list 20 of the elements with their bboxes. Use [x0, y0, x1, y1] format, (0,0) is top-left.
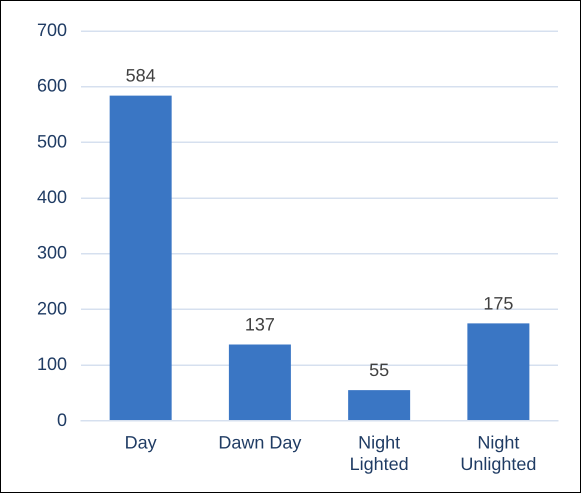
data-label: 175	[483, 293, 514, 314]
x-tick-label: Day	[124, 432, 157, 453]
y-tick-label: 100	[36, 354, 68, 374]
data-label: 584	[126, 66, 156, 86]
x-tick-label: Night Lighted	[350, 432, 409, 474]
bar	[110, 96, 172, 420]
y-tick-label: 0	[57, 410, 68, 430]
y-tick-label: 400	[36, 187, 68, 208]
bar	[467, 323, 530, 420]
y-tick-label: 300	[36, 242, 68, 263]
x-tick-label: Dawn Day	[218, 432, 302, 453]
data-label: 55	[369, 360, 390, 380]
y-tick-label: 500	[36, 131, 68, 152]
bar	[348, 390, 410, 420]
x-tick-label: Night Unlighted	[460, 432, 536, 474]
y-tick-label: 200	[36, 298, 68, 318]
y-tick-label: 700	[36, 20, 68, 40]
y-tick-label: 600	[36, 76, 68, 96]
data-label: 137	[244, 314, 275, 334]
bar	[228, 344, 291, 420]
